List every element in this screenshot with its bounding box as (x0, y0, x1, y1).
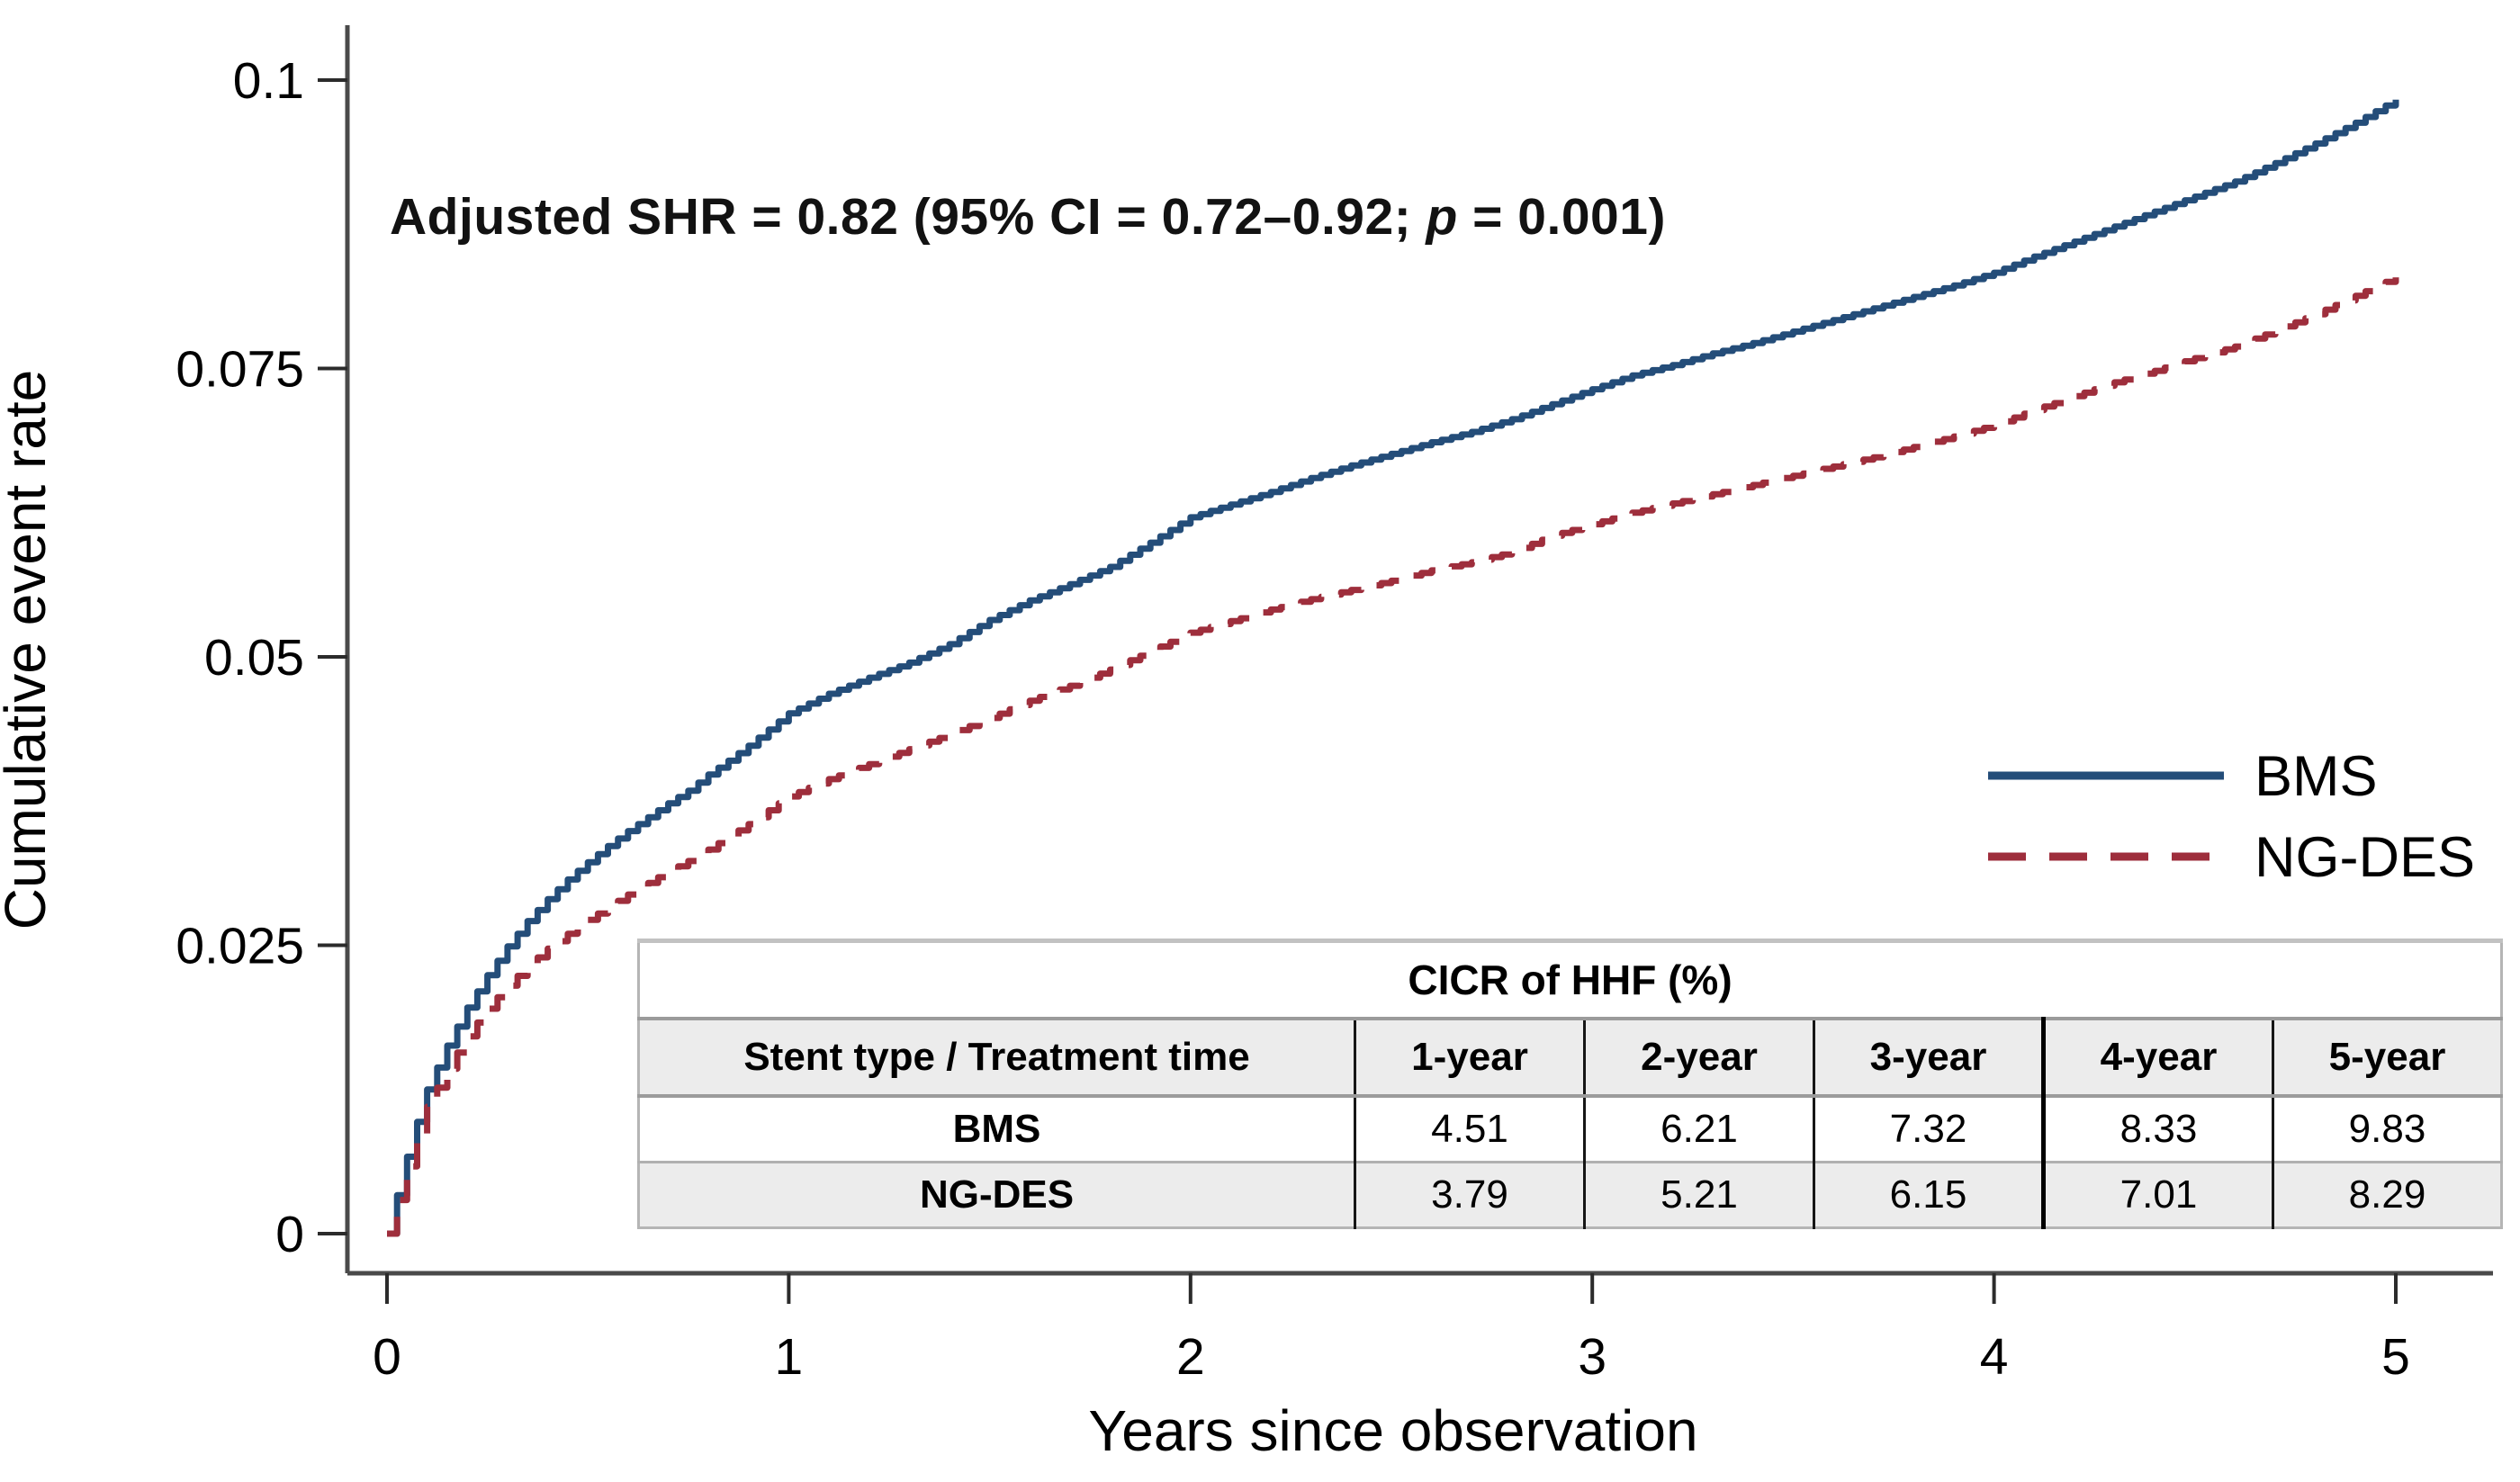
x-tick-label: 4 (1980, 1328, 2009, 1386)
table-value-cell: 8.29 (2272, 1161, 2502, 1228)
y-tick-label: 0.05 (204, 629, 304, 687)
y-tick-label: 0.1 (233, 52, 304, 110)
y-tick-label: 0.075 (176, 341, 304, 399)
shr-annotation-p: p (1426, 188, 1458, 246)
table-value-cell: 7.01 (2041, 1161, 2273, 1228)
table-value-cell: 8.33 (2041, 1096, 2273, 1163)
legend-label-ng-des: NG-DES (2254, 826, 2475, 889)
x-axis-title: Years since observation (1088, 1398, 1697, 1463)
shr-annotation-prefix: Adjusted SHR = 0.82 (95% CI = 0.72–0.92; (390, 188, 1426, 246)
table-value-cell: 4.51 (1354, 1096, 1585, 1163)
x-tick-label: 2 (1176, 1328, 1205, 1386)
table-row-label: NG-DES (638, 1161, 1355, 1228)
table-value-cell: 5.21 (1583, 1161, 1814, 1228)
ng-des-curve (387, 277, 2399, 1237)
table-row: BMS 4.51 6.21 7.32 8.33 9.83 (638, 1096, 2502, 1163)
table-value-cell: 9.83 (2272, 1096, 2502, 1163)
shr-annotation: Adjusted SHR = 0.82 (95% CI = 0.72–0.92;… (390, 187, 1666, 247)
x-tick-label: 1 (775, 1328, 804, 1386)
table-row: NG-DES 3.79 5.21 6.15 7.01 8.29 (638, 1161, 2502, 1228)
table-title-row: CICR of HHF (%) (638, 940, 2502, 1020)
table-header-cell: 1-year (1354, 1019, 1585, 1098)
table-title: CICR of HHF (%) (638, 940, 2502, 1020)
x-tick-label: 0 (373, 1328, 401, 1386)
bms-curve (387, 99, 2399, 1237)
legend-label-bms: BMS (2254, 745, 2378, 808)
x-tick-label: 5 (2381, 1328, 2410, 1386)
table-value-cell: 7.32 (1813, 1096, 2044, 1163)
y-tick-label: 0 (275, 1206, 304, 1263)
cicr-table: CICR of HHF (%) Stent type / Treatment t… (637, 939, 2503, 1229)
x-tick-label: 3 (1578, 1328, 1606, 1386)
table-row-label: BMS (638, 1096, 1355, 1163)
table-header-cell: 4-year (2041, 1019, 2273, 1098)
table-header-cell: 5-year (2272, 1019, 2502, 1098)
table-header-cell: 2-year (1583, 1019, 1814, 1098)
table-header-cell: 3-year (1813, 1019, 2044, 1098)
y-axis-title: Cumulative event rate (0, 370, 58, 930)
table-value-cell: 6.21 (1583, 1096, 1814, 1163)
y-tick-label: 0.025 (176, 918, 304, 975)
table-header-cell: Stent type / Treatment time (638, 1019, 1355, 1098)
table-value-cell: 6.15 (1813, 1161, 2044, 1228)
table-header-row: Stent type / Treatment time 1-year 2-year 3… (638, 1019, 2502, 1098)
shr-annotation-suffix: = 0.001) (1457, 188, 1666, 246)
table-value-cell: 3.79 (1354, 1161, 1585, 1228)
